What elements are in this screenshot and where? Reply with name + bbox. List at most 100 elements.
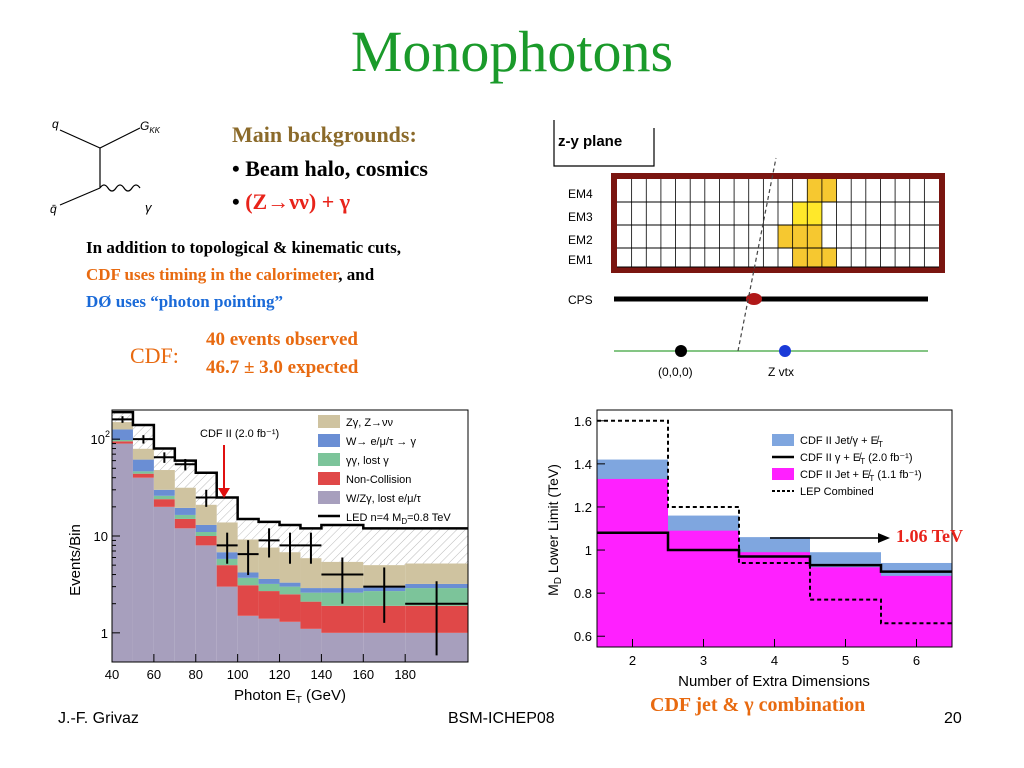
x-axis-label: Number of Extra Dimensions bbox=[678, 673, 870, 690]
plane-label: z-y plane bbox=[558, 133, 622, 150]
stack-bar bbox=[300, 592, 322, 602]
feynman-diagram: q q̄ GKK γ bbox=[50, 117, 161, 216]
zvtx-label: Z vtx bbox=[768, 365, 794, 379]
stack-bar bbox=[258, 618, 280, 662]
photon-line bbox=[99, 184, 141, 192]
x-tick-label: 160 bbox=[352, 667, 374, 682]
energy-deposit bbox=[792, 248, 837, 267]
stack-bar bbox=[112, 440, 133, 442]
cps-hit bbox=[746, 293, 762, 305]
stack-bar bbox=[132, 471, 154, 474]
gkk-label: GKK bbox=[140, 119, 161, 135]
stack-bar bbox=[405, 563, 468, 584]
stack-bar bbox=[195, 531, 217, 536]
stack-bar bbox=[279, 594, 301, 622]
backgrounds-title: Main backgrounds: bbox=[232, 122, 417, 147]
stack-bar bbox=[132, 473, 154, 478]
y-tick-label: 0.8 bbox=[574, 586, 592, 601]
footer-author: J.-F. Grivaz bbox=[58, 710, 139, 727]
y-tick-label: 1.6 bbox=[574, 414, 592, 429]
hatch-bin bbox=[363, 528, 406, 566]
stack-bar bbox=[174, 514, 196, 519]
limit-bar bbox=[668, 530, 739, 647]
legend: CDF II Jet/γ + E̸T CDF II γ + E̸T (2.0 fb… bbox=[772, 434, 922, 498]
value-arrow-head bbox=[878, 533, 890, 543]
legend-swatch bbox=[318, 434, 340, 447]
stack-bar bbox=[153, 499, 175, 507]
stack-bar bbox=[153, 495, 175, 500]
limit-bar bbox=[881, 575, 952, 647]
footer-conference: BSM-ICHEP08 bbox=[448, 710, 555, 727]
bullet-beam-halo: • Beam halo, cosmics bbox=[232, 156, 428, 181]
y-tick-label: 1.2 bbox=[574, 500, 592, 515]
legend: Zγ, Z→νν W→ e/μ/τ → γ γγ, lost γ Non-Collis… bbox=[318, 415, 451, 526]
stack-bar bbox=[174, 518, 196, 529]
stack-bar bbox=[363, 632, 406, 662]
cuts-text: In addition to topological & kinematic c… bbox=[86, 238, 401, 311]
q-label: q bbox=[52, 117, 59, 131]
limit-lines bbox=[597, 419, 952, 625]
layer-label: EM2 bbox=[568, 233, 593, 247]
layer-label: EM4 bbox=[568, 187, 593, 201]
photon-trajectory bbox=[737, 157, 777, 352]
calorimeter-cells bbox=[617, 179, 939, 268]
legend-swatch bbox=[318, 491, 340, 504]
origin-label: (0,0,0) bbox=[658, 365, 693, 379]
x-tick-label: 140 bbox=[311, 667, 333, 682]
origin-point bbox=[675, 345, 687, 357]
legend-label: Zγ, Z→νν bbox=[346, 417, 394, 429]
limit-bar bbox=[597, 478, 668, 647]
stack-bar bbox=[279, 552, 301, 583]
hatch-bin bbox=[321, 524, 364, 562]
stack-bar bbox=[258, 547, 280, 579]
x-tick-label: 60 bbox=[147, 667, 161, 682]
zvtx-point bbox=[779, 345, 791, 357]
y-axis-label: MD Lower Limit (TeV) bbox=[545, 464, 564, 596]
stack-bar bbox=[132, 459, 154, 472]
stack-bar bbox=[153, 506, 175, 662]
x-tick-label: 80 bbox=[189, 667, 203, 682]
x-tick-label: 40 bbox=[105, 667, 119, 682]
stack-bar bbox=[132, 477, 154, 662]
stacked-histogram bbox=[112, 422, 468, 662]
stack-bar bbox=[195, 545, 217, 662]
legend-label: Non-Collision bbox=[346, 474, 411, 486]
calorimeter-frame bbox=[611, 173, 945, 273]
legend-swatch bbox=[318, 415, 340, 428]
x-axis-label: Photon ET (GeV) bbox=[234, 687, 346, 706]
legend-label: CDF II Jet/γ + E̸T bbox=[800, 435, 883, 449]
page-number: 20 bbox=[944, 710, 962, 727]
stack-bar bbox=[112, 422, 133, 430]
stack-bar bbox=[195, 504, 217, 525]
axes: 0.6 0.8 1 1.2 1.4 1.6 2 3 4 5 6 bbox=[574, 409, 953, 668]
gamma-label: γ bbox=[145, 200, 153, 215]
stack-bar bbox=[216, 586, 238, 662]
hatch-bin bbox=[216, 497, 238, 523]
x-tick-label: 2 bbox=[629, 653, 636, 668]
stack-bar bbox=[300, 601, 322, 629]
hatch-bin bbox=[237, 518, 259, 540]
x-tick-label: 4 bbox=[771, 653, 778, 668]
layer-label: EM1 bbox=[568, 253, 593, 267]
stack-bar bbox=[300, 558, 322, 589]
graviton-line bbox=[99, 127, 141, 149]
stack-bar bbox=[216, 565, 238, 587]
chart-annotation: CDF II (2.0 fb⁻¹) bbox=[200, 428, 279, 440]
cdf-counts: 40 events observed 46.7 ± 3.0 expected bbox=[206, 329, 359, 378]
legend-label: LED n=4 MD=0.8 TeV bbox=[346, 512, 451, 526]
detector-schematic: z-y plane EM4 EM3 EM2 EM1 CPS (0,0,0) Z … bbox=[553, 120, 945, 379]
limit-bar bbox=[739, 552, 810, 647]
antiquark-line bbox=[59, 187, 101, 206]
legend-label: LEP Combined bbox=[800, 486, 874, 498]
y-tick-label: 1 bbox=[101, 626, 108, 641]
stack-bar bbox=[321, 605, 364, 633]
x-tick-label: 180 bbox=[394, 667, 416, 682]
stack-bar bbox=[174, 507, 196, 515]
combination-label: CDF jet & γ combination bbox=[650, 694, 866, 716]
calorimeter-labels: EM4 EM3 EM2 EM1 bbox=[568, 187, 593, 267]
stack-bar bbox=[237, 577, 259, 586]
stack-bar bbox=[174, 487, 196, 508]
legend-label: W→ e/μ/τ → γ bbox=[346, 436, 416, 448]
value-arrow-label: 1.06 TeV bbox=[896, 526, 964, 546]
stack-bar bbox=[132, 448, 154, 460]
